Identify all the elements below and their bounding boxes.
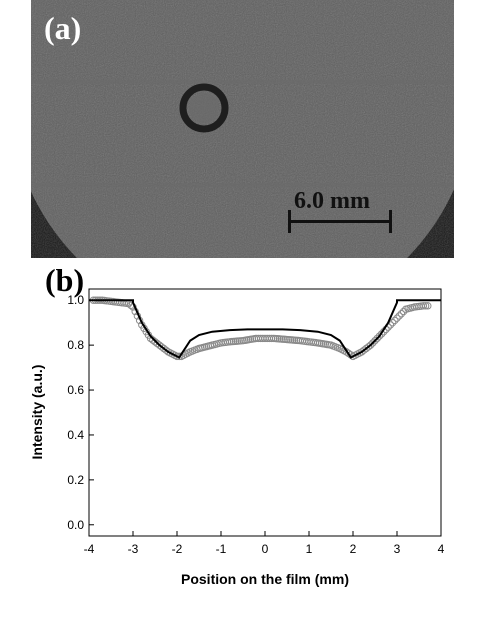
- intensity-chart-panel: -4 -3 -2 -1 0 1 2 3 4 0.0 0.2 0.4 0.6 0.8 1.0 Position…: [0, 262, 484, 617]
- panel-a-label: (a): [44, 10, 82, 46]
- measured-point: [364, 343, 373, 351]
- measured-point: [397, 310, 406, 318]
- measured-point: [373, 334, 381, 343]
- x-tick-label: -3: [128, 542, 139, 556]
- x-tick-label: 2: [350, 542, 357, 556]
- measured-point: [369, 339, 377, 347]
- y-axis-title: Intensity (a.u.): [29, 365, 45, 460]
- measured-point: [391, 316, 399, 325]
- measured-point: [419, 302, 428, 310]
- y-tick-label: 0.2: [67, 473, 84, 487]
- x-axis-title: Position on the film (mm): [181, 571, 349, 587]
- x-tick-label: -2: [172, 542, 183, 556]
- y-tick-label: 0.6: [67, 383, 84, 397]
- intensity-chart: -4 -3 -2 -1 0 1 2 3 4 0.0 0.2 0.4 0.6 0.8 1.0 Position…: [29, 288, 445, 587]
- measured-point: [371, 336, 379, 345]
- fit-curve: [89, 299, 441, 359]
- measured-point: [388, 318, 397, 327]
- scale-bar-label: 6.0 mm: [294, 188, 370, 214]
- x-tick-label: -4: [84, 542, 95, 556]
- y-tick-label: 0.8: [67, 338, 84, 352]
- x-tick-label: 0: [262, 542, 269, 556]
- x-tick-label: -1: [216, 542, 227, 556]
- measured-point: [375, 332, 384, 340]
- measured-point: [421, 302, 430, 310]
- measured-point: [393, 314, 401, 322]
- panel-b-label: (b): [45, 262, 85, 298]
- y-tick-label: 0.0: [67, 518, 84, 532]
- measured-point: [424, 302, 432, 310]
- scale-bar: [288, 220, 392, 223]
- y-tick-label: 0.4: [67, 428, 84, 442]
- x-tick-label: 3: [394, 542, 401, 556]
- film-image-panel: [31, 0, 454, 258]
- x-tick-label: 1: [306, 542, 313, 556]
- measured-point: [366, 341, 375, 349]
- x-tick-label: 4: [438, 542, 445, 556]
- measured-point: [395, 312, 403, 320]
- film-image: [31, 0, 454, 258]
- y-tick-label: 1.0: [67, 293, 84, 307]
- measured-point: [377, 330, 386, 338]
